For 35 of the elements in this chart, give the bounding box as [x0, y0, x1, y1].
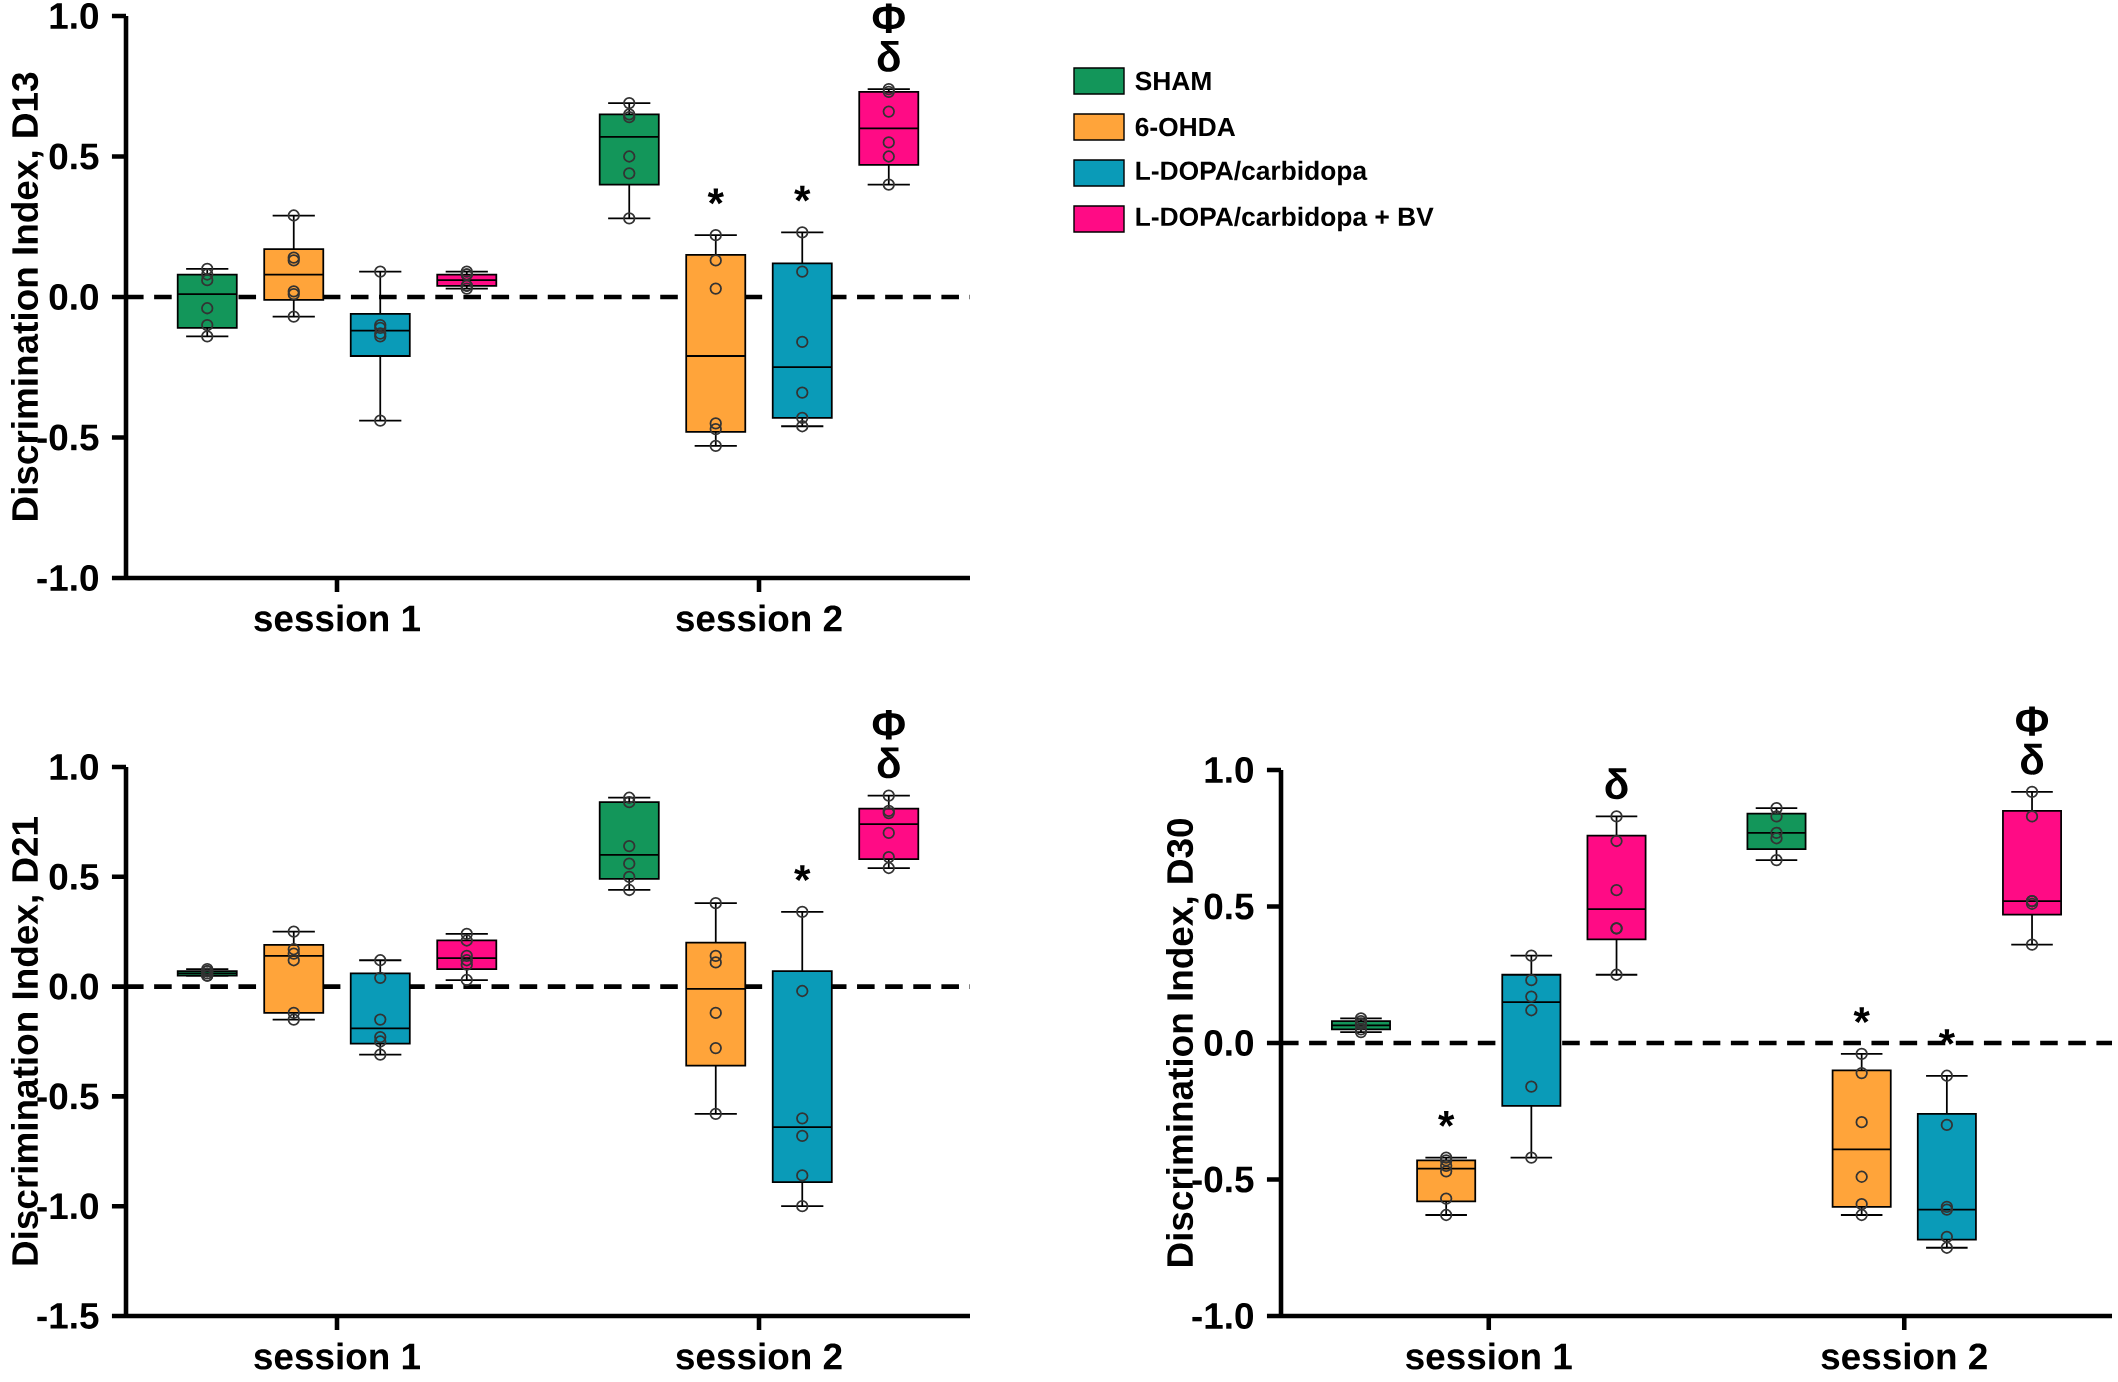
y-tick-label: -1.5 [37, 1303, 99, 1329]
y-tick-label: 0.5 [1204, 893, 1254, 920]
y-tick-label: 0.0 [49, 283, 99, 311]
x-tick-label: session 2 [676, 604, 842, 632]
annotation: * [794, 865, 811, 882]
y-tick-label: 0.5 [49, 863, 99, 890]
x-tick-label: session 1 [1405, 1342, 1572, 1370]
annotation: * [707, 188, 724, 205]
annotation: * [1438, 1111, 1455, 1127]
y-tick-label: 0.5 [49, 143, 99, 170]
text: Φ [2016, 706, 2049, 736]
annotation: δ [877, 747, 900, 779]
legend-label: L-DOPA/carbidopa [1136, 160, 1368, 186]
legend-label: 6-OHDA [1135, 117, 1236, 137]
text: Φ [872, 710, 905, 740]
y-tick-label: -1.0 [1192, 1302, 1254, 1330]
y-tick-label: 0.0 [1204, 1029, 1254, 1057]
annotation: δ [877, 40, 900, 72]
legend-label: L-DOPA/carbidopa + BV [1136, 206, 1434, 232]
y-tick-label: 1.0 [50, 2, 99, 30]
legend-label: SHAM [1135, 71, 1211, 91]
annotation: δ [1605, 768, 1628, 800]
x-tick-label: session 1 [254, 1342, 420, 1370]
y-tick-label: -0.5 [37, 1083, 99, 1110]
annotation: * [794, 185, 811, 202]
y-tick-label: 1.0 [1205, 756, 1254, 784]
annotation: Φ [872, 3, 905, 34]
y-tick-label: 1.0 [50, 753, 99, 781]
y-tick-label: 0.0 [49, 973, 99, 1000]
x-tick-label: session 2 [1821, 1342, 1987, 1370]
x-tick-label: session 2 [676, 1342, 842, 1370]
annotation: δ [2021, 743, 2044, 775]
x-tick-label: session 1 [254, 604, 420, 632]
y-tick-label: -1.0 [37, 564, 99, 592]
annotation: * [1853, 1007, 1870, 1024]
